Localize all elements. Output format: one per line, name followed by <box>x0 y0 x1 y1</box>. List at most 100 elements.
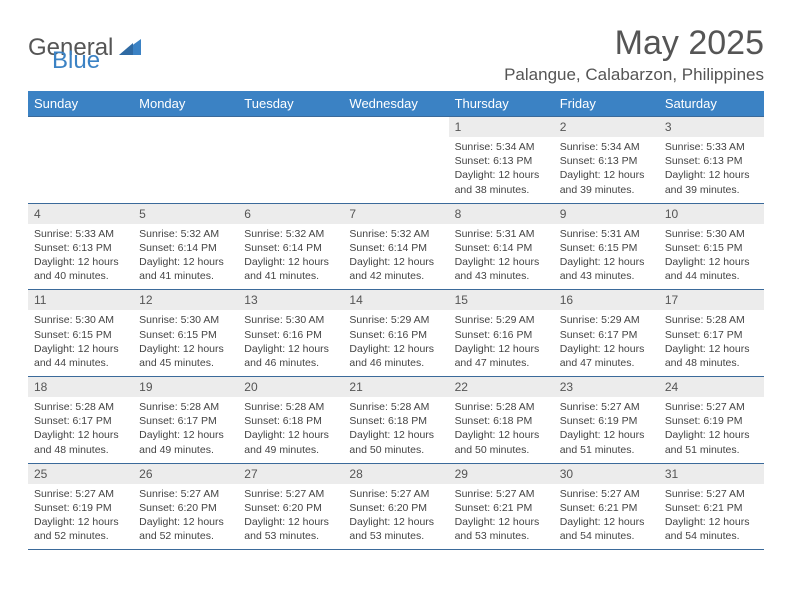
header: General Blue May 2025 Palangue, Calabarz… <box>28 24 764 85</box>
day-number: 12 <box>133 290 238 310</box>
day-cell: 28Sunrise: 5:27 AMSunset: 6:20 PMDayligh… <box>343 463 448 550</box>
day-info: Sunrise: 5:32 AMSunset: 6:14 PMDaylight:… <box>133 224 238 290</box>
day-info: Sunrise: 5:28 AMSunset: 6:17 PMDaylight:… <box>133 397 238 463</box>
day-cell: 13Sunrise: 5:30 AMSunset: 6:16 PMDayligh… <box>238 290 343 377</box>
day-number: 2 <box>554 117 659 137</box>
day-cell: 19Sunrise: 5:28 AMSunset: 6:17 PMDayligh… <box>133 377 238 464</box>
day-info: Sunrise: 5:30 AMSunset: 6:15 PMDaylight:… <box>28 310 133 376</box>
day-number: 22 <box>449 377 554 397</box>
day-number: 29 <box>449 464 554 484</box>
day-cell: 26Sunrise: 5:27 AMSunset: 6:20 PMDayligh… <box>133 463 238 550</box>
day-info: Sunrise: 5:27 AMSunset: 6:21 PMDaylight:… <box>554 484 659 550</box>
day-number: 5 <box>133 204 238 224</box>
day-info: Sunrise: 5:27 AMSunset: 6:19 PMDaylight:… <box>28 484 133 550</box>
day-number: 3 <box>659 117 764 137</box>
day-info: Sunrise: 5:27 AMSunset: 6:21 PMDaylight:… <box>659 484 764 550</box>
day-info: Sunrise: 5:28 AMSunset: 6:17 PMDaylight:… <box>659 310 764 376</box>
day-number: 16 <box>554 290 659 310</box>
day-cell: 7Sunrise: 5:32 AMSunset: 6:14 PMDaylight… <box>343 203 448 290</box>
day-info: Sunrise: 5:34 AMSunset: 6:13 PMDaylight:… <box>449 137 554 203</box>
day-info: Sunrise: 5:28 AMSunset: 6:18 PMDaylight:… <box>238 397 343 463</box>
day-info: Sunrise: 5:29 AMSunset: 6:17 PMDaylight:… <box>554 310 659 376</box>
logo-part2: Blue <box>52 47 100 75</box>
day-number: 11 <box>28 290 133 310</box>
day-cell: 24Sunrise: 5:27 AMSunset: 6:19 PMDayligh… <box>659 377 764 464</box>
month-title: May 2025 <box>504 24 764 63</box>
day-number: 31 <box>659 464 764 484</box>
day-cell: 2Sunrise: 5:34 AMSunset: 6:13 PMDaylight… <box>554 117 659 204</box>
day-cell: 20Sunrise: 5:28 AMSunset: 6:18 PMDayligh… <box>238 377 343 464</box>
logo-triangle-icon <box>119 37 141 60</box>
week-row: 4Sunrise: 5:33 AMSunset: 6:13 PMDaylight… <box>28 203 764 290</box>
day-cell: 4Sunrise: 5:33 AMSunset: 6:13 PMDaylight… <box>28 203 133 290</box>
day-header-sunday: Sunday <box>28 91 133 117</box>
day-info: Sunrise: 5:27 AMSunset: 6:20 PMDaylight:… <box>133 484 238 550</box>
day-cell: 17Sunrise: 5:28 AMSunset: 6:17 PMDayligh… <box>659 290 764 377</box>
day-cell: 30Sunrise: 5:27 AMSunset: 6:21 PMDayligh… <box>554 463 659 550</box>
day-info: Sunrise: 5:28 AMSunset: 6:18 PMDaylight:… <box>449 397 554 463</box>
day-number: 28 <box>343 464 448 484</box>
day-cell: 6Sunrise: 5:32 AMSunset: 6:14 PMDaylight… <box>238 203 343 290</box>
day-cell: 3Sunrise: 5:33 AMSunset: 6:13 PMDaylight… <box>659 117 764 204</box>
day-info: Sunrise: 5:30 AMSunset: 6:15 PMDaylight:… <box>133 310 238 376</box>
day-number: 24 <box>659 377 764 397</box>
day-number: 14 <box>343 290 448 310</box>
day-cell: 5Sunrise: 5:32 AMSunset: 6:14 PMDaylight… <box>133 203 238 290</box>
week-row: 1Sunrise: 5:34 AMSunset: 6:13 PMDaylight… <box>28 117 764 204</box>
day-cell: 14Sunrise: 5:29 AMSunset: 6:16 PMDayligh… <box>343 290 448 377</box>
day-number: 27 <box>238 464 343 484</box>
day-cell: 21Sunrise: 5:28 AMSunset: 6:18 PMDayligh… <box>343 377 448 464</box>
title-block: May 2025 Palangue, Calabarzon, Philippin… <box>504 24 764 85</box>
day-cell: 11Sunrise: 5:30 AMSunset: 6:15 PMDayligh… <box>28 290 133 377</box>
week-row: 18Sunrise: 5:28 AMSunset: 6:17 PMDayligh… <box>28 377 764 464</box>
day-number: 30 <box>554 464 659 484</box>
day-number: 4 <box>28 204 133 224</box>
day-info: Sunrise: 5:31 AMSunset: 6:14 PMDaylight:… <box>449 224 554 290</box>
day-info: Sunrise: 5:30 AMSunset: 6:15 PMDaylight:… <box>659 224 764 290</box>
day-cell <box>133 117 238 204</box>
day-number: 6 <box>238 204 343 224</box>
day-number: 9 <box>554 204 659 224</box>
day-number: 20 <box>238 377 343 397</box>
day-header-wednesday: Wednesday <box>343 91 448 117</box>
day-cell <box>238 117 343 204</box>
day-cell: 27Sunrise: 5:27 AMSunset: 6:20 PMDayligh… <box>238 463 343 550</box>
day-cell: 29Sunrise: 5:27 AMSunset: 6:21 PMDayligh… <box>449 463 554 550</box>
day-header-tuesday: Tuesday <box>238 91 343 117</box>
day-cell: 25Sunrise: 5:27 AMSunset: 6:19 PMDayligh… <box>28 463 133 550</box>
day-info: Sunrise: 5:30 AMSunset: 6:16 PMDaylight:… <box>238 310 343 376</box>
day-info: Sunrise: 5:27 AMSunset: 6:20 PMDaylight:… <box>343 484 448 550</box>
day-info: Sunrise: 5:27 AMSunset: 6:19 PMDaylight:… <box>554 397 659 463</box>
day-header-saturday: Saturday <box>659 91 764 117</box>
day-info: Sunrise: 5:27 AMSunset: 6:19 PMDaylight:… <box>659 397 764 463</box>
day-info: Sunrise: 5:28 AMSunset: 6:18 PMDaylight:… <box>343 397 448 463</box>
day-number: 15 <box>449 290 554 310</box>
day-number: 10 <box>659 204 764 224</box>
day-info: Sunrise: 5:28 AMSunset: 6:17 PMDaylight:… <box>28 397 133 463</box>
day-info: Sunrise: 5:31 AMSunset: 6:15 PMDaylight:… <box>554 224 659 290</box>
day-cell: 12Sunrise: 5:30 AMSunset: 6:15 PMDayligh… <box>133 290 238 377</box>
location: Palangue, Calabarzon, Philippines <box>504 65 764 85</box>
day-number: 8 <box>449 204 554 224</box>
day-cell: 23Sunrise: 5:27 AMSunset: 6:19 PMDayligh… <box>554 377 659 464</box>
logo: General Blue <box>28 24 143 62</box>
day-number: 1 <box>449 117 554 137</box>
day-cell: 22Sunrise: 5:28 AMSunset: 6:18 PMDayligh… <box>449 377 554 464</box>
day-info: Sunrise: 5:33 AMSunset: 6:13 PMDaylight:… <box>659 137 764 203</box>
day-cell: 10Sunrise: 5:30 AMSunset: 6:15 PMDayligh… <box>659 203 764 290</box>
day-info: Sunrise: 5:27 AMSunset: 6:21 PMDaylight:… <box>449 484 554 550</box>
day-header-thursday: Thursday <box>449 91 554 117</box>
day-cell: 31Sunrise: 5:27 AMSunset: 6:21 PMDayligh… <box>659 463 764 550</box>
day-info: Sunrise: 5:33 AMSunset: 6:13 PMDaylight:… <box>28 224 133 290</box>
day-number: 19 <box>133 377 238 397</box>
day-info: Sunrise: 5:32 AMSunset: 6:14 PMDaylight:… <box>343 224 448 290</box>
day-number: 21 <box>343 377 448 397</box>
day-cell: 9Sunrise: 5:31 AMSunset: 6:15 PMDaylight… <box>554 203 659 290</box>
day-cell: 1Sunrise: 5:34 AMSunset: 6:13 PMDaylight… <box>449 117 554 204</box>
day-info: Sunrise: 5:27 AMSunset: 6:20 PMDaylight:… <box>238 484 343 550</box>
week-row: 25Sunrise: 5:27 AMSunset: 6:19 PMDayligh… <box>28 463 764 550</box>
day-info: Sunrise: 5:29 AMSunset: 6:16 PMDaylight:… <box>449 310 554 376</box>
day-number: 25 <box>28 464 133 484</box>
day-cell <box>343 117 448 204</box>
day-header-row: SundayMondayTuesdayWednesdayThursdayFrid… <box>28 91 764 117</box>
